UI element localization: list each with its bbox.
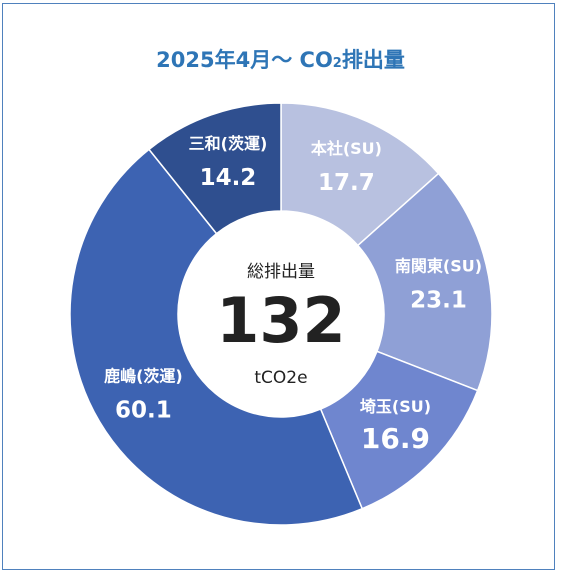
slice-value-label-0: 17.7 <box>318 170 375 196</box>
slice-value-label-4: 14.2 <box>200 165 257 191</box>
slice-name-label-4: 三和(茨運) <box>189 134 268 153</box>
title-subscript: 2 <box>332 56 342 71</box>
donut-labels: 本社(SU) 17.7 南関東(SU) 23.1 埼玉(SU) 16.9 鹿嶋(茨運) 60.… <box>104 134 482 455</box>
slice-name-label-2: 埼玉(SU) <box>360 397 431 416</box>
center-unit: tCO2e <box>254 368 307 388</box>
slice-value-label-2: 16.9 <box>361 422 430 455</box>
slice-name-label-1: 南関東(SU) <box>395 257 482 276</box>
slice-name-label-0: 本社(SU) <box>311 139 382 158</box>
donut-hole <box>178 211 384 417</box>
center-value: 132 <box>216 284 345 357</box>
slice-value-label-3: 60.1 <box>115 398 172 424</box>
title-suffix: 排出量 <box>341 48 405 72</box>
center-label: 総排出量 <box>247 262 315 282</box>
slice-name-label-3: 鹿嶋(茨運) <box>104 367 183 386</box>
title-prefix: 2025年4月～ CO <box>156 48 333 72</box>
slice-value-label-1: 23.1 <box>410 288 467 314</box>
chart-title: 2025年4月～ CO2排出量 <box>0 44 561 74</box>
